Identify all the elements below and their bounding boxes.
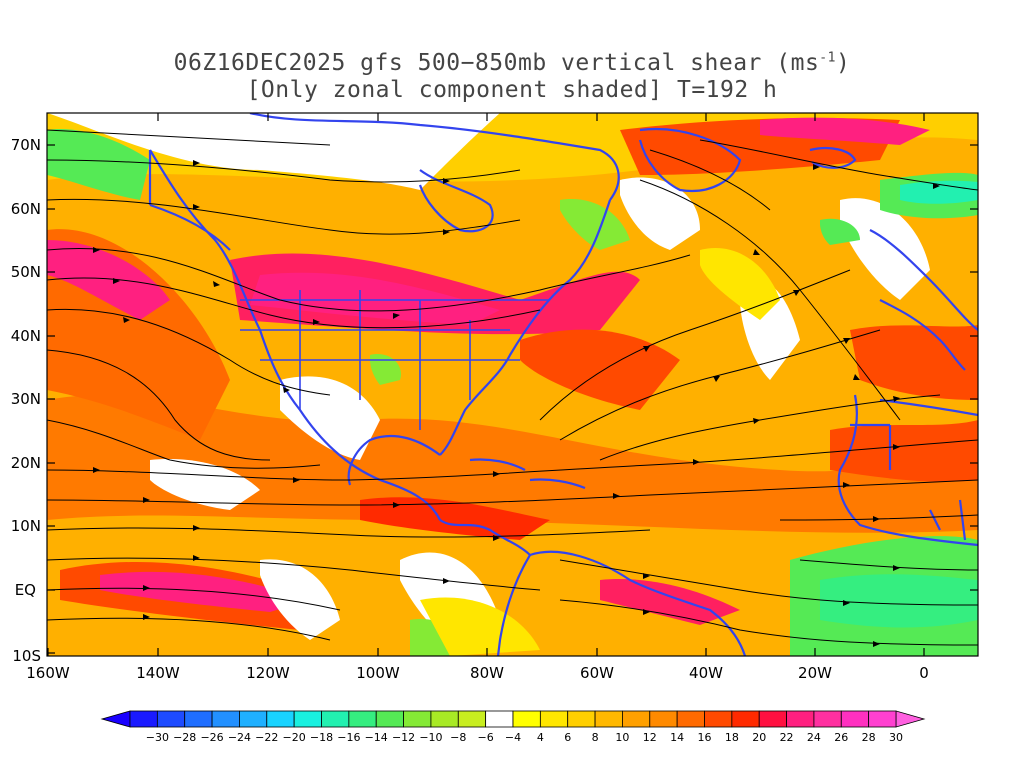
colorbar-tick-label: −6 xyxy=(478,731,494,744)
colorbar-swatch xyxy=(676,710,705,728)
title-line-1-text: 06Z16DEC2025 gfs 500−850mb vertical shea… xyxy=(173,50,820,76)
colorbar-low-arrow xyxy=(100,710,131,728)
lon-label: 20W xyxy=(798,664,832,682)
map-frame xyxy=(46,112,979,657)
colorbar-swatch xyxy=(239,710,268,728)
colorbar-tick-label: −24 xyxy=(228,731,251,744)
lat-label: 30N xyxy=(11,390,41,408)
lon-label: 60W xyxy=(580,664,614,682)
longitude-labels: 160W 140W 120W 100W 80W 60W 40W 20W 0 xyxy=(26,664,929,682)
lon-label: 120W xyxy=(246,664,290,682)
lon-label: 40W xyxy=(689,664,723,682)
colorbar-tick-label: 26 xyxy=(834,731,848,744)
shear-shading xyxy=(47,113,978,656)
axis-ticks xyxy=(47,113,978,656)
colorbar-swatch xyxy=(758,710,787,728)
colorbar-tick-label: 4 xyxy=(537,731,544,744)
title-line-2: [Only zonal component shaded] T=192 h xyxy=(246,77,778,103)
colorbar-tick-label: 22 xyxy=(780,731,794,744)
colorbar-tick-label: −16 xyxy=(337,731,360,744)
lon-label: 160W xyxy=(26,664,70,682)
lat-label: 60N xyxy=(11,200,41,218)
colorbar-swatch xyxy=(321,710,350,728)
colorbar-swatch xyxy=(567,710,596,728)
lat-label: 10S xyxy=(12,647,41,665)
colorbar-tick-label: −26 xyxy=(200,731,223,744)
colorbar-swatch xyxy=(184,710,213,728)
colorbar-tick-label: −28 xyxy=(173,731,196,744)
colorbar-swatch xyxy=(129,710,158,728)
colorbar-tick-label: 18 xyxy=(725,731,739,744)
colorbar-swatch xyxy=(594,710,623,728)
title-unit-superscript: -1 xyxy=(819,50,836,66)
colorbar-tick-label: 30 xyxy=(889,731,903,744)
colorbar-swatch xyxy=(211,710,240,728)
colorbar-tick-label: 20 xyxy=(752,731,766,744)
colorbar-tick-label: 16 xyxy=(698,731,712,744)
colorbar-swatch xyxy=(649,710,678,728)
lat-label: 20N xyxy=(11,454,41,472)
lat-label: 10N xyxy=(11,517,41,535)
colorbar-swatch xyxy=(868,710,897,728)
streamlines xyxy=(47,129,978,646)
lat-label: 40N xyxy=(11,327,41,345)
lat-label: EQ xyxy=(15,581,36,599)
colorbar-tick-label: 14 xyxy=(670,731,684,744)
streamline-arrows xyxy=(93,160,940,647)
colorbar-swatch xyxy=(786,710,815,728)
colorbar-tick-label: −10 xyxy=(419,731,442,744)
colorbar-tick-label: 12 xyxy=(643,731,657,744)
colorbar-swatch xyxy=(539,710,569,728)
colorbar-swatch xyxy=(704,710,733,728)
colorbar-swatch xyxy=(457,710,487,728)
colorbar-swatch xyxy=(293,710,322,728)
colorbar-swatch xyxy=(840,710,870,728)
colorbar-tick-label: 8 xyxy=(592,731,599,744)
colorbar-tick-label: 28 xyxy=(862,731,876,744)
colorbar-high-arrow xyxy=(895,710,926,728)
colorbar-tick-label: −20 xyxy=(283,731,306,744)
colorbar-tick-label: 6 xyxy=(564,731,571,744)
colorbar-tick-label: −30 xyxy=(146,731,169,744)
lat-label: 70N xyxy=(11,136,41,154)
colorbar: −30 −28 −26 −24 −22 −20 −18 −16 −14 −12 −10 −8 −6 −4 4… xyxy=(100,710,926,744)
colorbar-tick-label: −14 xyxy=(365,731,388,744)
lon-label: 100W xyxy=(356,664,400,682)
colorbar-swatch xyxy=(348,710,377,728)
colorbar-swatch xyxy=(156,710,186,728)
colorbar-swatch xyxy=(375,710,404,728)
latitude-labels: 70N 60N 50N 40N 30N 20N 10N EQ 10S xyxy=(11,136,41,665)
colorbar-swatch xyxy=(430,710,459,728)
colorbar-tick-label: 24 xyxy=(807,731,821,744)
lon-label: 80W xyxy=(470,664,504,682)
coastlines xyxy=(148,113,978,656)
title-line-1: 06Z16DEC2025 gfs 500−850mb vertical shea… xyxy=(0,50,1024,76)
colorbar-tick-label: −12 xyxy=(392,731,415,744)
colorbar-swatch xyxy=(512,710,541,728)
colorbar-swatch xyxy=(266,710,295,728)
colorbar-tick-label: −8 xyxy=(450,731,466,744)
colorbar-swatch xyxy=(622,710,651,728)
lon-label: 0 xyxy=(919,664,929,682)
title-line-1-end: ) xyxy=(835,50,851,76)
colorbar-swatch xyxy=(403,710,432,728)
colorbar-tick-label: −22 xyxy=(255,731,278,744)
colorbar-swatch xyxy=(731,710,760,728)
colorbar-tick-label: −18 xyxy=(310,731,333,744)
colorbar-swatch xyxy=(813,710,842,728)
colorbar-tick-label: −4 xyxy=(505,731,521,744)
lat-label: 50N xyxy=(11,263,41,281)
colorbar-tick-label: 10 xyxy=(615,731,629,744)
colorbar-swatch xyxy=(485,710,514,728)
lon-label: 140W xyxy=(136,664,180,682)
